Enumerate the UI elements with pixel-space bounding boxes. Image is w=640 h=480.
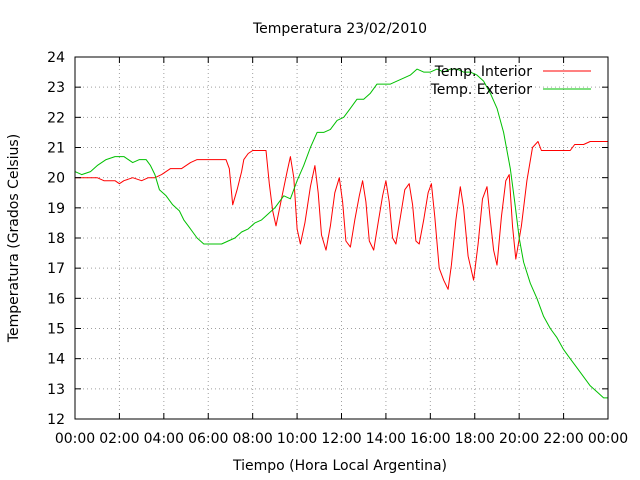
y-tick-label: 12 xyxy=(47,412,65,428)
x-tick-label: 14:00 xyxy=(366,431,406,447)
y-tick-label: 13 xyxy=(47,382,65,398)
y-tick-label: 24 xyxy=(47,50,65,66)
x-tick-label: 02:00 xyxy=(99,431,139,447)
x-tick-label: 00:00 xyxy=(588,431,628,447)
x-tick-label: 18:00 xyxy=(455,431,495,447)
y-tick-label: 23 xyxy=(47,80,65,96)
series-layer xyxy=(74,68,608,399)
legend: Temp. Interior Temp. Exterior xyxy=(430,64,591,98)
x-tick-label: 08:00 xyxy=(232,431,272,447)
x-tick-label: 20:00 xyxy=(499,431,539,447)
y-axis-label: Temperatura (Grados Celsius) xyxy=(6,134,22,343)
grid xyxy=(75,57,608,419)
x-tick-label: 10:00 xyxy=(277,431,317,447)
y-tick-label: 22 xyxy=(47,110,65,126)
x-tick-label: 06:00 xyxy=(188,431,228,447)
x-tick-label: 16:00 xyxy=(410,431,450,447)
x-tick-label: 12:00 xyxy=(321,431,361,447)
legend-label: Temp. Interior xyxy=(434,64,533,80)
y-tick-label: 14 xyxy=(47,352,65,368)
y-tick-label: 21 xyxy=(47,141,65,157)
x-axis-label: Tiempo (Hora Local Argentina) xyxy=(232,458,447,474)
y-tick-label: 17 xyxy=(47,261,65,277)
chart-title: Temperatura 23/02/2010 xyxy=(252,21,427,37)
y-tick-label: 16 xyxy=(47,291,65,307)
y-tick-label: 20 xyxy=(47,171,65,187)
series-line-interior xyxy=(75,141,608,290)
series-line-exterior xyxy=(74,68,608,399)
legend-label: Temp. Exterior xyxy=(430,82,533,98)
y-tick-label: 18 xyxy=(47,231,65,247)
x-tick-label: 00:00 xyxy=(55,431,95,447)
y-tick-label: 15 xyxy=(47,322,65,338)
x-tick-label: 22:00 xyxy=(543,431,583,447)
y-tick-label: 19 xyxy=(47,201,65,217)
x-tick-label: 04:00 xyxy=(144,431,184,447)
